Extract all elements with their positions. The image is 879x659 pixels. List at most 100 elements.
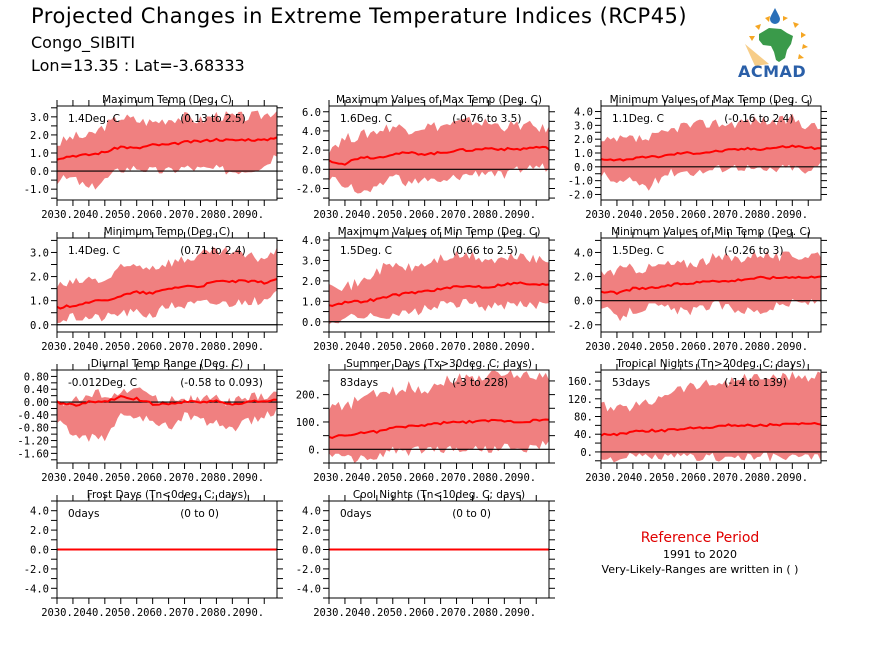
y-tick-label: 4.0 [302,126,321,138]
change-summary: 83days [340,377,378,389]
x-tick-label: 2060. [681,472,713,484]
change-summary: -0.012Deg. C [68,377,137,389]
chart-title: Frost Days (Tn<0deg. C; days) [87,489,247,501]
chart-title: Summer Days (Tx>30deg. C; days) [346,358,532,370]
plot-frame [328,105,550,201]
y-tick-label: -1.0 [24,184,49,196]
y-tick-label: -0.80 [17,423,49,435]
x-tick-label: 2030. [41,607,73,619]
chart-title: Maximum Values of Max Temp (Deg. C) [336,94,542,106]
y-tick-label: 1.0 [302,296,321,308]
ensemble-mean-line [328,418,550,439]
y-tick-label: 2.0 [302,525,321,537]
chart-title: Minimum Temp (Deg. C) [104,226,231,238]
range-note: Very-Likely-Ranges are written in ( ) [601,563,799,576]
chart-panel-11: 2030. 2040. 2050. 2060. 2070. 2080. 2090. -4.0 -… [296,489,555,619]
ensemble-mean-line [600,144,822,162]
x-tick-label: 2050. [105,607,137,619]
likely-range: (0 to 0) [452,508,491,520]
x-tick-label: 2080. [473,607,505,619]
chart-title: Maximum Temp (Deg. C) [102,94,232,106]
x-tick-label: 2090. [776,209,808,221]
y-tick-label: 0.0 [302,545,321,557]
y-tick-label: 0.0 [574,162,593,174]
chart-panel-5: 2030. 2040. 2050. 2060. 2070. 2080. 2090. 0.0 1.… [302,226,555,353]
x-tick-label: 2070. [713,209,745,221]
chart-title: Cool Nights (Tn<10deg. C; days) [353,489,525,501]
y-tick-label: -2.0 [296,183,321,195]
chart-panel-9: 2030. 2040. 2050. 2060. 2070. 2080. 2090. 0. 40.… [568,358,827,484]
chart-panel-7: 2030. 2040. 2050. 2060. 2070. 2080. 2090. -1.60… [17,358,283,484]
x-tick-label: 2070. [169,341,201,353]
x-tick-label: 2030. [313,472,345,484]
y-tick-label: 4.0 [30,506,49,518]
y-tick-label: 0.0 [30,320,49,332]
x-tick-label: 2040. [345,341,377,353]
change-summary: 0days [340,508,371,520]
y-tick-label: 2.0 [574,134,593,146]
x-tick-label: 2050. [649,209,681,221]
x-tick-label: 2090. [776,341,808,353]
y-tick-label: 0. [580,447,593,459]
x-tick-label: 2050. [377,472,409,484]
y-tick-label: 0.0 [302,164,321,176]
y-tick-label: 1.0 [30,296,49,308]
x-tick-label: 2030. [585,209,617,221]
x-tick-label: 2060. [681,341,713,353]
y-tick-label: 4.0 [302,506,321,518]
y-tick-label: 2.0 [30,525,49,537]
x-tick-label: 2030. [41,209,73,221]
uncertainty-band [57,247,277,324]
x-tick-label: 2090. [232,607,264,619]
x-tick-label: 2050. [105,209,137,221]
uncertainty-band [329,250,549,325]
x-tick-label: 2030. [313,341,345,353]
y-tick-label: 2.0 [302,276,321,288]
x-tick-label: 2070. [713,472,745,484]
y-tick-label: 80. [574,412,593,424]
x-tick-label: 2090. [232,341,264,353]
x-tick-label: 2070. [441,607,473,619]
chart-title: Diurnal Temp Range (Deg. C) [91,358,243,370]
chart-panel-2: 2030. 2040. 2050. 2060. 2070. 2080. 2090. -2.0 0… [296,94,555,221]
x-tick-label: 2050. [649,472,681,484]
y-tick-label: 3.0 [574,120,593,132]
x-tick-label: 2080. [201,607,233,619]
change-summary: 1.4Deg. C [68,113,120,125]
water-drop-icon [770,8,780,24]
y-tick-label: 0.0 [30,545,49,557]
x-tick-label: 2090. [776,472,808,484]
plot-frame [56,237,278,333]
x-tick-label: 2050. [377,209,409,221]
x-tick-label: 2080. [745,209,777,221]
x-tick-label: 2050. [377,607,409,619]
x-tick-label: 2040. [73,472,105,484]
x-tick-label: 2090. [504,472,536,484]
change-summary: 0days [68,508,99,520]
x-tick-label: 2070. [169,209,201,221]
likely-range: (-0.76 to 3.5) [452,113,521,125]
reference-period-years: 1991 to 2020 [662,548,738,561]
plot-frame [56,369,278,464]
y-tick-label: -4.0 [296,583,321,595]
x-tick-label: 2090. [504,607,536,619]
x-tick-label: 2050. [377,341,409,353]
likely-range: (-0.26 to 3) [724,245,783,257]
sun-rays-icon [749,16,808,59]
y-tick-label: 40. [574,429,593,441]
acmad-logo [745,8,808,66]
uncertainty-band [601,250,821,322]
y-tick-label: 2.0 [574,272,593,284]
plot-frame [328,369,550,464]
y-tick-label: 100. [296,417,321,429]
y-tick-label: 1.0 [574,148,593,160]
x-tick-label: 2050. [105,472,137,484]
x-tick-label: 2030. [313,209,345,221]
y-tick-label: 2.0 [30,272,49,284]
x-tick-label: 2030. [585,472,617,484]
x-tick-label: 2070. [441,341,473,353]
x-tick-label: 2030. [41,341,73,353]
x-tick-label: 2080. [745,341,777,353]
y-tick-label: 3.0 [30,247,49,259]
x-tick-label: 2060. [137,209,169,221]
